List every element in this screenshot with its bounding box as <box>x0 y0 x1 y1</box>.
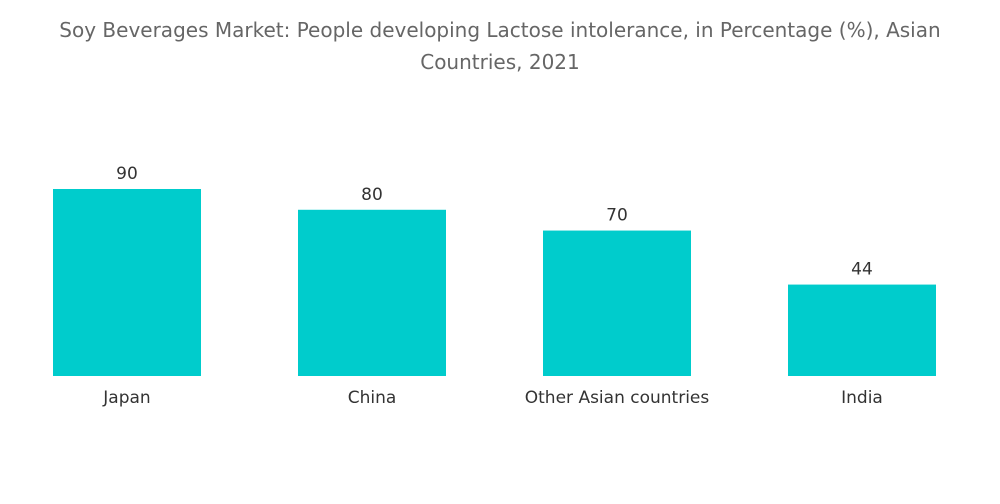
category-label-china: China <box>348 388 397 408</box>
category-label-india: India <box>841 388 883 408</box>
bar-china <box>298 209 446 376</box>
category-label-other-asian-countries: Other Asian countries <box>525 388 710 408</box>
bar-japan <box>53 189 201 376</box>
bar-india <box>788 284 936 376</box>
data-label-other-asian-countries: 70 <box>606 206 628 226</box>
data-label-japan: 90 <box>116 164 138 184</box>
data-label-india: 44 <box>851 260 873 280</box>
value-labels-layer: 90 80 70 44 <box>116 164 873 280</box>
category-label-japan: Japan <box>102 388 150 408</box>
category-labels-layer: Japan China Other Asian countries India <box>102 388 883 408</box>
data-label-china: 80 <box>361 185 383 205</box>
bar-other-asian-countries <box>543 230 691 376</box>
bars-layer <box>53 189 936 376</box>
chart-title: Soy Beverages Market: People developing … <box>59 18 941 74</box>
